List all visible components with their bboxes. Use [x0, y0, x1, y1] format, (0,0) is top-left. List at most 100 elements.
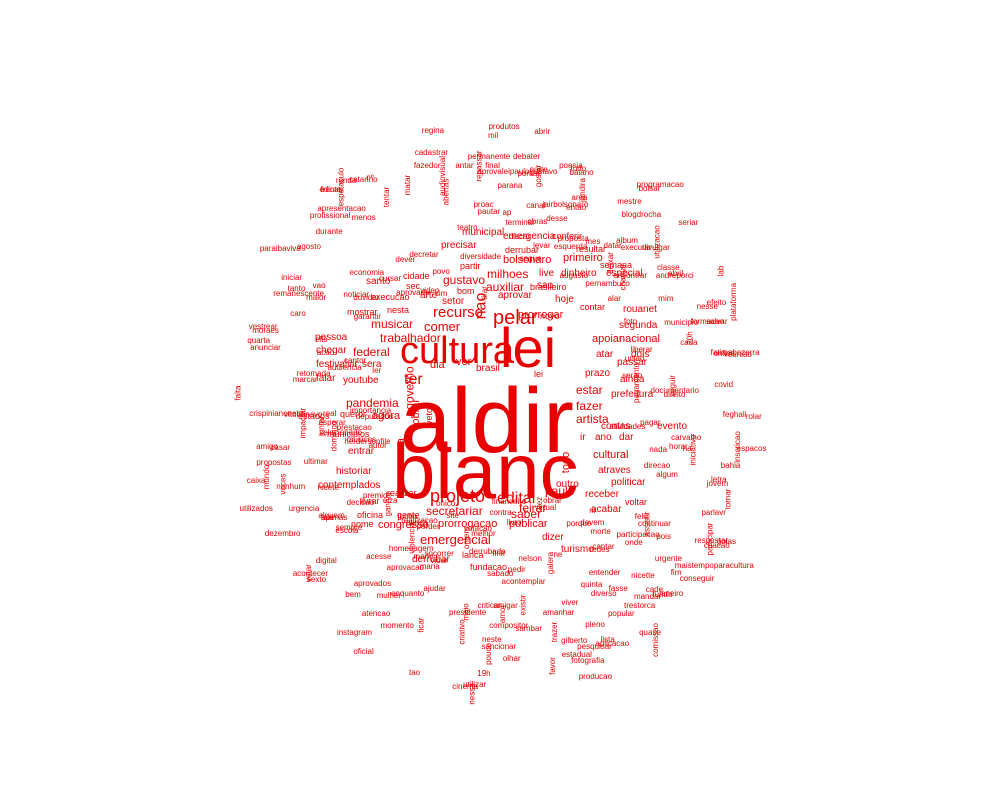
filler-word-94: cursar [378, 274, 402, 284]
filler-word-237: bem [345, 589, 361, 599]
filler-word-183: obrar [543, 496, 562, 506]
filler-word-196: musicos [346, 434, 377, 444]
word-88: atar [596, 349, 614, 360]
filler-word-64: cade [645, 584, 664, 594]
filler-word-42: quarta [247, 335, 271, 345]
filler-word-242: instagram [336, 628, 373, 638]
filler-word-229: falta [233, 385, 243, 401]
filler-word-120: rolar [745, 411, 762, 421]
filler-word-231: tanto [287, 284, 306, 294]
filler-word-162: segue [519, 253, 542, 263]
filler-word-176: maior [306, 292, 327, 302]
word-42: atraves [598, 465, 631, 476]
filler-word-113: pedir [507, 565, 526, 574]
word-76: lanca [462, 550, 484, 560]
filler-word-28: maistempoparacultura [674, 560, 754, 570]
filler-word-171: violencia [407, 522, 417, 554]
word-38: prorrogacao [438, 518, 498, 530]
word-70: contemplados [318, 480, 381, 491]
filler-word-226: amigo [256, 441, 278, 451]
filler-word-193: formacao [690, 316, 725, 326]
filler-word-117: garantir [353, 312, 381, 322]
word-77: fundacao [470, 562, 508, 572]
word-98: conferir [552, 231, 583, 241]
word-13: milhoes [487, 267, 529, 281]
filler-word-62: escola [335, 526, 359, 536]
filler-word-124: mil [487, 131, 499, 141]
filler-word-285: moraes [252, 326, 279, 336]
filler-word-15: existir [518, 594, 528, 616]
word-47: dar [619, 432, 634, 443]
filler-word-179: diversidade [460, 251, 502, 261]
filler-word-14: duvidar [353, 292, 380, 302]
word-83: outro [556, 479, 579, 490]
filler-word-79: redes [589, 545, 610, 555]
filler-word-115: decisao [346, 498, 375, 508]
filler-word-175: comissao [650, 622, 660, 657]
filler-word-143: final [485, 161, 500, 171]
filler-word-60: aprovacao [386, 562, 424, 572]
filler-word-30: fundo [652, 590, 673, 600]
word-93: semana [600, 260, 633, 270]
filler-word-111: obras [527, 217, 548, 227]
filler-word-188: augusto [559, 270, 589, 280]
filler-word-59: acontecer [292, 568, 328, 578]
filler-word-275: momento [380, 621, 414, 631]
filler-word-121: link [492, 549, 505, 559]
filler-word-165: desse [546, 213, 568, 223]
filler-word-255: bolsar [638, 183, 661, 193]
filler-word-247: vestrear [248, 321, 278, 331]
word-84: politicar [611, 477, 646, 488]
word-52: brasileiro [530, 282, 567, 292]
filler-word-116: lista [600, 634, 615, 644]
filler-word-136: levar [533, 240, 551, 250]
filler-word-271: municipio [664, 318, 699, 328]
filler-word-38: oficial [353, 646, 374, 656]
word-64: pessoa [315, 332, 348, 343]
word-94: especial [606, 268, 643, 279]
filler-word-205: direito [663, 390, 686, 400]
word-59: brasil [476, 363, 500, 374]
filler-word-149: urgente [654, 554, 683, 564]
filler-word-51: canal [526, 200, 546, 210]
filler-word-161: edicao [319, 184, 343, 194]
filler-word-21: devem [580, 517, 605, 527]
filler-word-125: ne [553, 550, 563, 560]
filler-word-201: ler [372, 366, 382, 376]
filler-word-78: retomada [296, 368, 331, 378]
filler-word-41: noticiar [343, 290, 370, 300]
filler-word-200: compositor [489, 621, 529, 631]
filler-word-63: pautar [477, 206, 501, 216]
filler-word-256: porque [566, 518, 592, 528]
word-23: federal [353, 345, 390, 359]
filler-word-184: menos [351, 212, 376, 222]
word-24: trabalhador [380, 331, 441, 345]
filler-word-57: video [420, 286, 440, 296]
word-6: pelar [493, 307, 538, 329]
word-90: ainda [620, 374, 645, 385]
filler-word-74: criativo [457, 619, 467, 645]
filler-word-43: classe [656, 263, 680, 273]
filler-word-56: nada [649, 445, 668, 455]
filler-word-215: profissional [309, 211, 351, 221]
filler-word-17: renda [335, 175, 357, 185]
filler-word-198: acao [316, 348, 335, 358]
filler-word-283: economia [349, 267, 385, 277]
filler-word-222: autor [368, 440, 387, 450]
filler-word-23: blogdrocha [621, 209, 662, 219]
word-86: segunda [619, 320, 658, 331]
filler-word-48: apresentacao [317, 203, 366, 213]
filler-word-253: participacao [616, 530, 660, 540]
filler-word-1: amigar [493, 600, 518, 610]
word-109: resultar [576, 244, 607, 254]
filler-word-204: casar [270, 443, 290, 453]
filler-word-47: mim [658, 294, 674, 304]
filler-word-230: caixa [246, 475, 266, 485]
filler-word-209: financeiro [491, 497, 527, 507]
filler-word-13: encontrar [613, 270, 647, 280]
filler-word-268: pagamento [631, 362, 641, 403]
filler-word-216: iniciativo [687, 434, 697, 466]
filler-word-236: sim [434, 288, 448, 298]
word-82: receber [585, 489, 619, 500]
